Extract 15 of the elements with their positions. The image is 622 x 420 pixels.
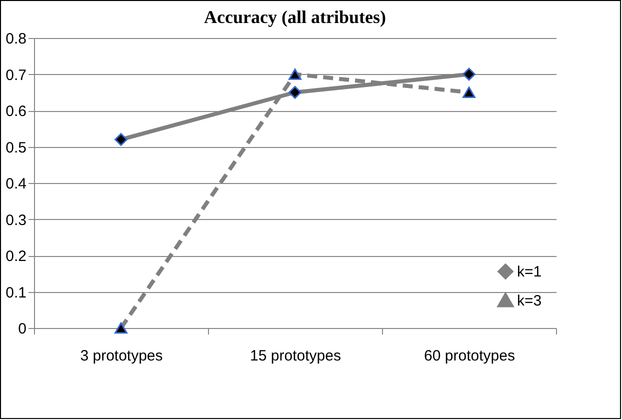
legend-label: k=3 (517, 292, 542, 310)
chart-title: Accuracy (all atributes) (204, 7, 386, 27)
y-tick-label: 0.4 (6, 176, 26, 192)
y-tick-label: 0.8 (6, 30, 26, 48)
x-tick-label: 15 prototypes (250, 348, 341, 364)
y-tick-label: 0.6 (6, 103, 26, 120)
y-tick-label: 0.3 (6, 212, 26, 229)
x-tick-label: 60 prototypes (424, 348, 515, 364)
y-tick-label: 0.5 (6, 139, 26, 156)
legend-label: k=1 (517, 264, 542, 280)
y-tick-label: 0.2 (6, 248, 26, 265)
y-tick-label: 0.1 (6, 284, 26, 302)
y-tick-label: 0 (18, 320, 26, 338)
x-tick-label: 3 prototypes (80, 348, 163, 364)
y-tick-label: 0.7 (6, 66, 26, 84)
